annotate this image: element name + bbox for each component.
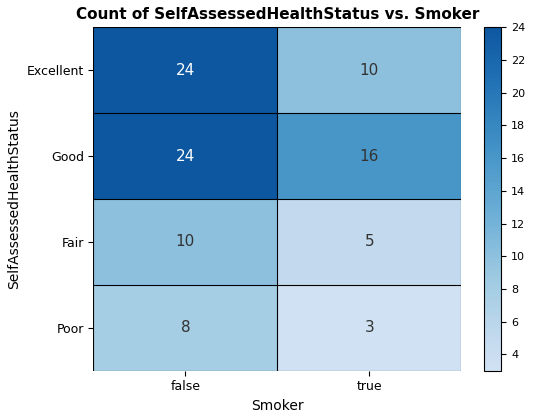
Text: 3: 3 <box>365 320 374 335</box>
X-axis label: Smoker: Smoker <box>251 399 304 413</box>
Text: 16: 16 <box>360 149 379 164</box>
Y-axis label: SelfAssessedHealthStatus: SelfAssessedHealthStatus <box>7 109 21 289</box>
Text: 24: 24 <box>176 63 195 78</box>
Text: 8: 8 <box>180 320 190 335</box>
Text: 10: 10 <box>176 234 195 249</box>
Text: 5: 5 <box>365 234 374 249</box>
Title: Count of SelfAssessedHealthStatus vs. Smoker: Count of SelfAssessedHealthStatus vs. Sm… <box>76 7 479 22</box>
Text: 10: 10 <box>360 63 379 78</box>
Text: 24: 24 <box>176 149 195 164</box>
